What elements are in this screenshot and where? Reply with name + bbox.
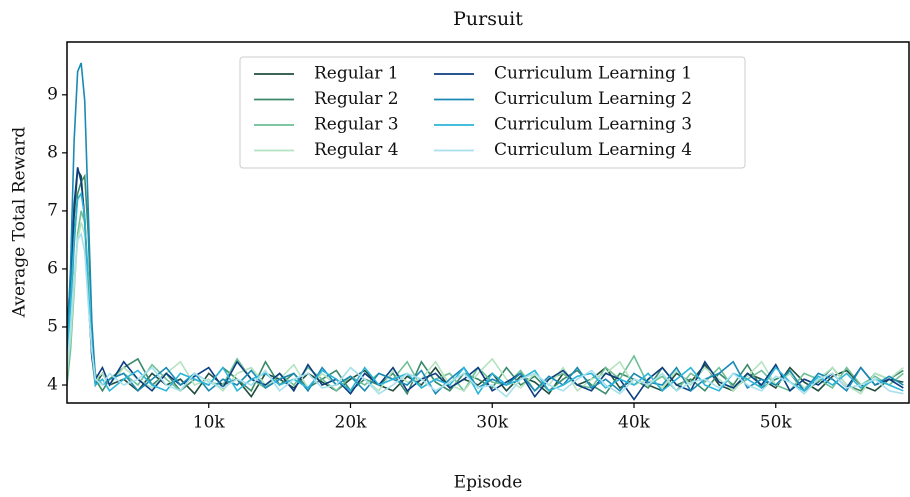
series-line xyxy=(67,191,904,396)
series-line xyxy=(67,231,904,398)
y-tick-label: 5 xyxy=(47,316,58,336)
legend-label: Curriculum Learning 1 xyxy=(494,64,692,84)
plot-lines xyxy=(67,62,904,401)
x-tick-label: 10k xyxy=(193,413,226,433)
legend-label: Regular 4 xyxy=(314,140,399,160)
series-line xyxy=(67,173,904,396)
y-tick-label: 8 xyxy=(47,142,58,162)
x-axis-label: Episode xyxy=(454,473,523,493)
x-tick-label: 40k xyxy=(618,413,651,433)
chart-title: Pursuit xyxy=(453,8,523,30)
y-tick-label: 4 xyxy=(47,375,58,395)
series-line xyxy=(67,210,904,393)
series-line xyxy=(67,222,904,395)
y-tick-label: 6 xyxy=(47,258,58,278)
legend-label: Regular 1 xyxy=(314,64,399,84)
plot-frame xyxy=(66,41,910,404)
series-line xyxy=(67,62,904,396)
legend-label: Regular 2 xyxy=(314,89,399,109)
x-tick-label: 50k xyxy=(760,413,793,433)
x-tick-label: 30k xyxy=(476,413,509,433)
series-line xyxy=(67,167,904,399)
y-axis-label: Average Total Reward xyxy=(10,127,30,319)
legend-label: Curriculum Learning 4 xyxy=(494,140,692,160)
y-tick-label: 7 xyxy=(47,200,58,220)
legend-box xyxy=(239,56,746,169)
legend-label: Curriculum Learning 2 xyxy=(494,89,692,109)
series-line xyxy=(67,167,904,401)
legend-label: Curriculum Learning 3 xyxy=(494,115,692,135)
legend-label: Regular 3 xyxy=(314,115,399,135)
x-tick-label: 20k xyxy=(335,413,368,433)
y-tick-label: 9 xyxy=(47,84,58,104)
